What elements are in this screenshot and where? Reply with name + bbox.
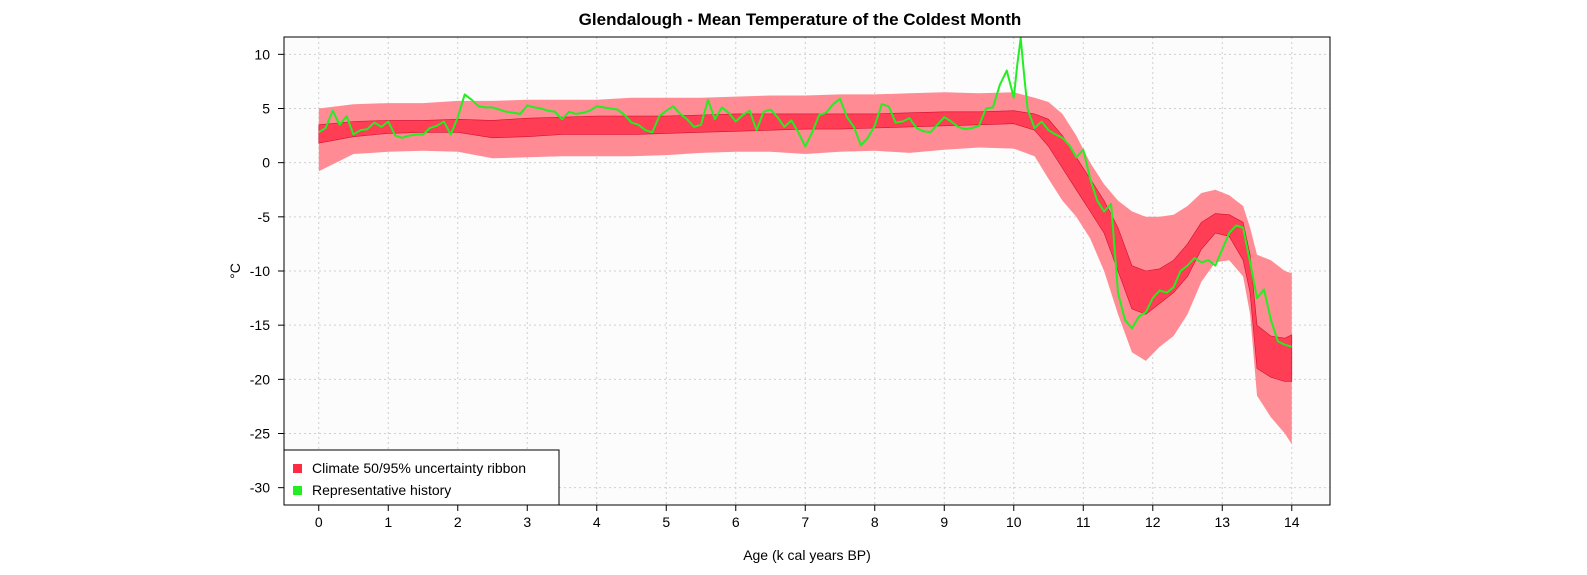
history-polyline: [318, 37, 1293, 348]
x-tick-label: 5: [662, 514, 670, 530]
legend-swatch-ribbon: [293, 464, 302, 473]
legend-swatch-history: [293, 486, 302, 495]
x-tick-label: 9: [940, 514, 948, 530]
y-tick-label: -25: [250, 426, 270, 442]
y-tick-label: -30: [250, 480, 270, 496]
x-tick-label: 13: [1214, 514, 1230, 530]
x-tick-label: 11: [1076, 514, 1091, 530]
x-tick-label: 10: [1006, 514, 1022, 530]
x-tick-label: 3: [523, 514, 531, 530]
x-axis-label: Age (k cal years BP): [743, 547, 871, 563]
history-line: [318, 37, 1293, 348]
y-tick-label: -10: [250, 263, 270, 279]
ribbon-50: [318, 110, 1293, 382]
x-tick-label: 14: [1284, 514, 1300, 530]
y-tick-label: 5: [262, 101, 270, 117]
legend: Climate 50/95% uncertainty ribbon Repres…: [283, 449, 560, 506]
y-axis: 10 5 0 -5 -10 -15 -20 -25 -30: [250, 46, 284, 496]
ribbon-50-area: [318, 110, 1293, 382]
legend-label-history: Representative history: [312, 482, 451, 498]
chart-title: Glendalough - Mean Temperature of the Co…: [579, 10, 1022, 29]
x-axis: 0 1 2 3 4 5 6 7 8 9 10 11 12 13 14: [315, 505, 1300, 530]
y-tick-label: 10: [254, 46, 270, 62]
x-tick-label: 4: [593, 514, 601, 530]
x-tick-label: 8: [871, 514, 879, 530]
y-tick-label: -20: [250, 371, 270, 387]
x-tick-label: 0: [315, 514, 323, 530]
legend-label-ribbon: Climate 50/95% uncertainty ribbon: [312, 460, 526, 476]
legend-box: [283, 449, 560, 506]
y-tick-label: 0: [262, 155, 270, 171]
plot-border: [283, 36, 1331, 506]
x-tick-label: 6: [732, 514, 740, 530]
x-tick-label: 7: [801, 514, 809, 530]
y-tick-label: -5: [258, 209, 271, 225]
y-axis-label: °C: [227, 263, 243, 279]
x-tick-label: 12: [1145, 514, 1161, 530]
x-tick-label: 1: [384, 514, 392, 530]
x-tick-label: 2: [454, 514, 462, 530]
y-tick-label: -15: [250, 317, 270, 333]
